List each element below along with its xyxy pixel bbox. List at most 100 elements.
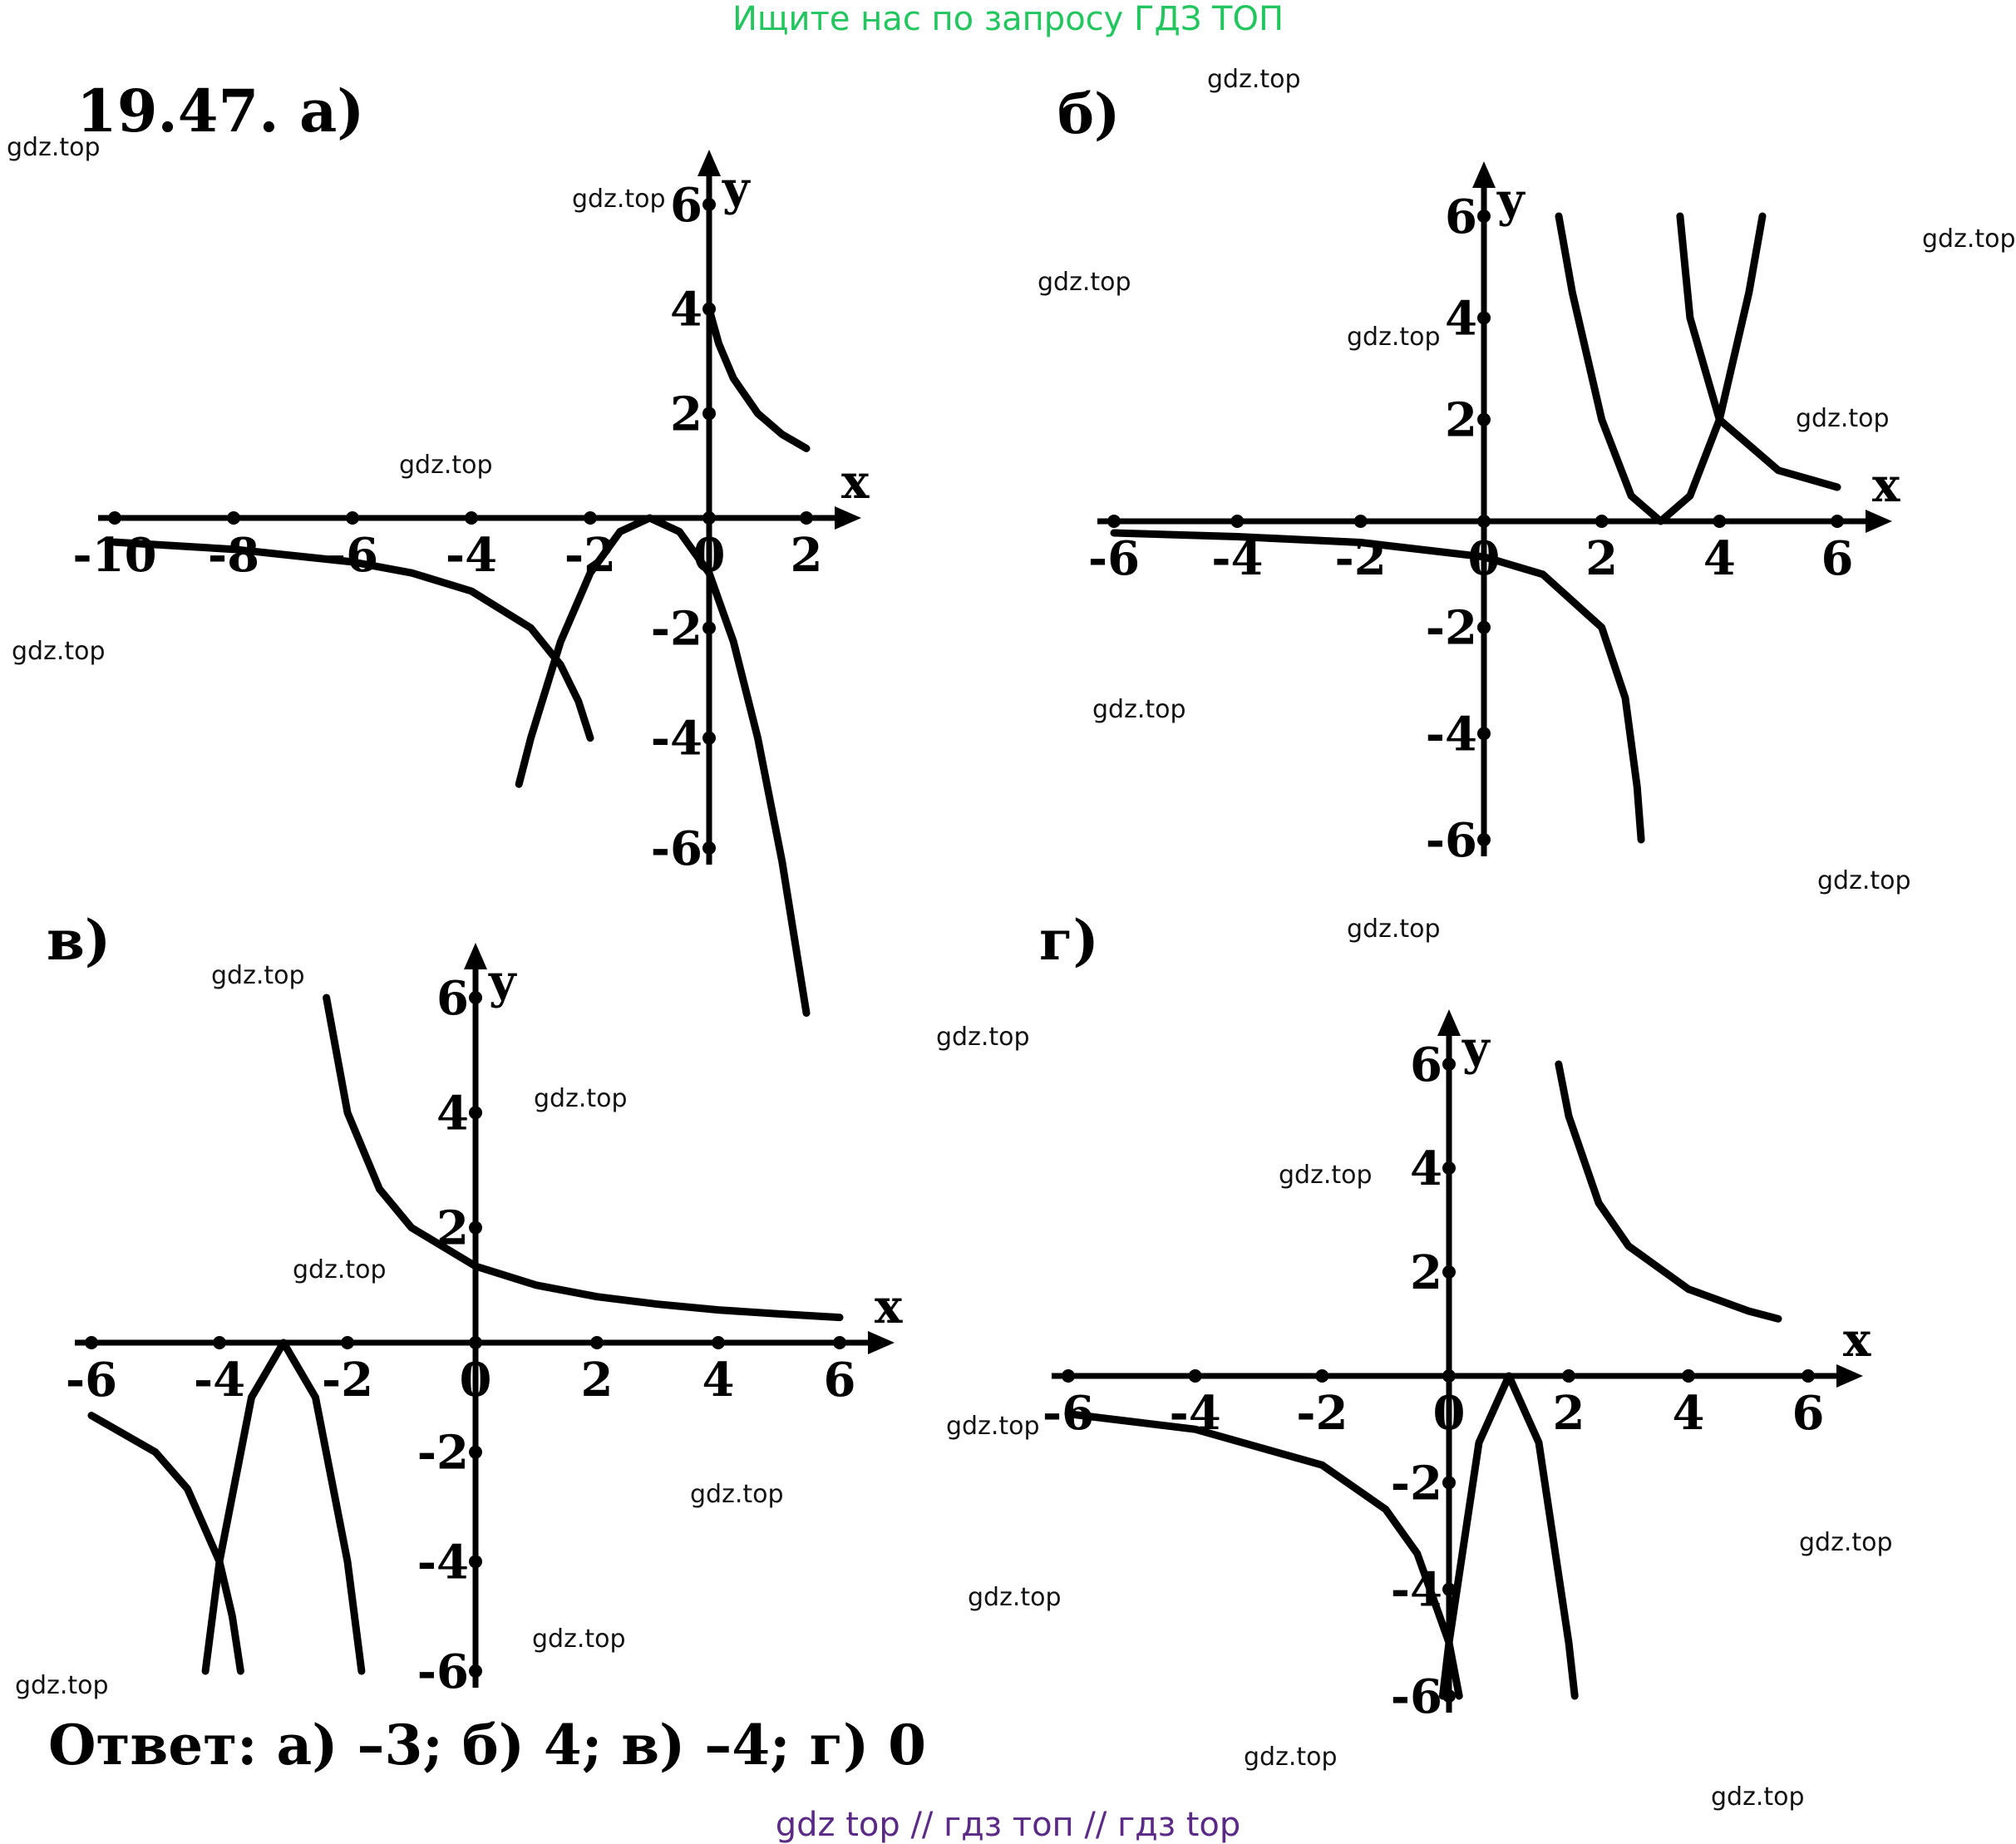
- y-tick-label: 4: [1445, 291, 1477, 346]
- watermark: gdz.top: [1092, 695, 1186, 724]
- series-line: [87, 1412, 244, 1675]
- x-tick-mark: [712, 1336, 725, 1349]
- x-tick-label: 2: [1553, 1386, 1585, 1441]
- part-b-label: б): [1057, 81, 1121, 146]
- x-tick-mark: [1713, 515, 1727, 528]
- x-tick-label: -4: [194, 1353, 245, 1408]
- header-banner[interactable]: Ищите нас по запросу ГДЗ ТОП: [732, 0, 1284, 38]
- y-tick-label: -6: [417, 1644, 469, 1699]
- x-tick-label: 4: [702, 1353, 735, 1408]
- x-axis-arrow: [1836, 1364, 1863, 1388]
- series-line: [323, 993, 844, 1322]
- x-tick-label: 6: [824, 1353, 856, 1408]
- watermark: gdz.top: [1922, 224, 2016, 254]
- y-tick-mark: [702, 407, 716, 421]
- x-tick-label: -6: [327, 528, 378, 583]
- y-tick-label: 4: [436, 1086, 469, 1141]
- watermark: gdz.top: [690, 1480, 784, 1509]
- y-tick-label: -2: [417, 1426, 469, 1481]
- x-tick-label: 6: [1792, 1386, 1825, 1441]
- watermark: gdz.top: [1817, 866, 1911, 895]
- watermark: gdz.top: [399, 451, 493, 480]
- y-axis-arrow: [464, 943, 487, 969]
- x-tick-mark: [1595, 515, 1609, 528]
- series-line: [1438, 1372, 1579, 1700]
- watermark: gdz.top: [1244, 1743, 1338, 1772]
- watermark: gdz.top: [1799, 1528, 1893, 1557]
- y-axis-label: y: [488, 954, 517, 1009]
- watermark: gdz.top: [1347, 915, 1441, 944]
- watermark: gdz.top: [1207, 65, 1301, 94]
- series-line: [515, 514, 811, 1017]
- answer-text: Ответ: а) –3; б) 4; в) –4; г) 0: [48, 1713, 927, 1777]
- y-tick-mark: [1442, 1161, 1456, 1175]
- x-tick-label: -8: [208, 528, 259, 583]
- y-tick-mark: [469, 1664, 482, 1678]
- y-tick-mark: [1477, 833, 1491, 846]
- y-tick-label: -2: [1426, 601, 1477, 656]
- y-tick-mark: [702, 731, 716, 745]
- watermark: gdz.top: [1038, 268, 1131, 297]
- series-line: [705, 305, 811, 452]
- y-tick-label: 2: [1410, 1245, 1442, 1300]
- watermark: gdz.top: [936, 1023, 1030, 1052]
- watermark: gdz.top: [968, 1583, 1062, 1612]
- watermark: gdz.top: [572, 185, 666, 214]
- y-tick-mark: [1442, 1058, 1456, 1071]
- x-tick-label: 6: [1821, 531, 1854, 586]
- y-axis-label: y: [1496, 173, 1526, 228]
- series-line: [201, 1339, 366, 1675]
- y-tick-mark: [1477, 210, 1491, 223]
- x-tick-mark: [1107, 515, 1121, 528]
- x-tick-label: 2: [581, 1353, 614, 1408]
- x-tick-mark: [213, 1336, 226, 1349]
- problem-number-text: 19.47.: [76, 76, 279, 145]
- x-tick-mark: [1353, 515, 1368, 528]
- y-axis-arrow: [1437, 1009, 1461, 1036]
- x-tick-label: -2: [322, 1353, 373, 1408]
- x-tick-label: 0: [460, 1353, 492, 1408]
- watermark: gdz.top: [12, 637, 106, 666]
- x-axis-label: x: [875, 1279, 903, 1334]
- x-tick-label: 2: [1585, 531, 1618, 586]
- x-tick-mark: [584, 511, 597, 525]
- watermark: gdz.top: [1279, 1161, 1373, 1190]
- y-tick-mark: [1477, 727, 1491, 741]
- y-tick-label: 2: [670, 387, 702, 441]
- series-line: [1555, 212, 1767, 525]
- x-tick-label: 4: [1673, 1386, 1705, 1441]
- x-tick-mark: [469, 1336, 482, 1349]
- x-tick-label: 0: [1433, 1386, 1466, 1441]
- x-tick-mark: [1442, 1369, 1456, 1383]
- watermark: gdz.top: [211, 961, 305, 990]
- watermark: gdz.top: [532, 1625, 626, 1654]
- series-line: [1555, 1060, 1782, 1323]
- x-tick-mark: [702, 511, 716, 525]
- part-c-label: в): [47, 908, 111, 973]
- x-axis-arrow: [835, 506, 861, 530]
- x-tick-mark: [1062, 1369, 1075, 1383]
- x-axis-label: x: [1843, 1313, 1871, 1368]
- x-tick-mark: [1477, 515, 1491, 528]
- y-tick-label: 6: [670, 178, 702, 233]
- x-tick-mark: [227, 511, 240, 525]
- x-tick-label: -2: [1296, 1386, 1348, 1441]
- y-tick-label: 6: [436, 971, 469, 1026]
- x-tick-mark: [1562, 1369, 1575, 1383]
- y-tick-mark: [1477, 311, 1491, 325]
- footer-banner[interactable]: gdz top // гдз топ // гдз top: [775, 1806, 1241, 1844]
- y-tick-label: -4: [1426, 707, 1477, 762]
- y-tick-mark: [1442, 1476, 1456, 1490]
- y-axis-label: y: [1461, 1021, 1491, 1076]
- x-axis-label: x: [841, 455, 870, 510]
- y-tick-mark: [1442, 1265, 1456, 1279]
- x-tick-mark: [341, 1336, 354, 1349]
- x-tick-mark: [1802, 1369, 1815, 1383]
- x-axis-label: x: [1872, 458, 1900, 513]
- y-tick-label: 4: [1410, 1141, 1442, 1196]
- watermark: gdz.top: [946, 1412, 1040, 1441]
- watermark: gdz.top: [15, 1671, 109, 1700]
